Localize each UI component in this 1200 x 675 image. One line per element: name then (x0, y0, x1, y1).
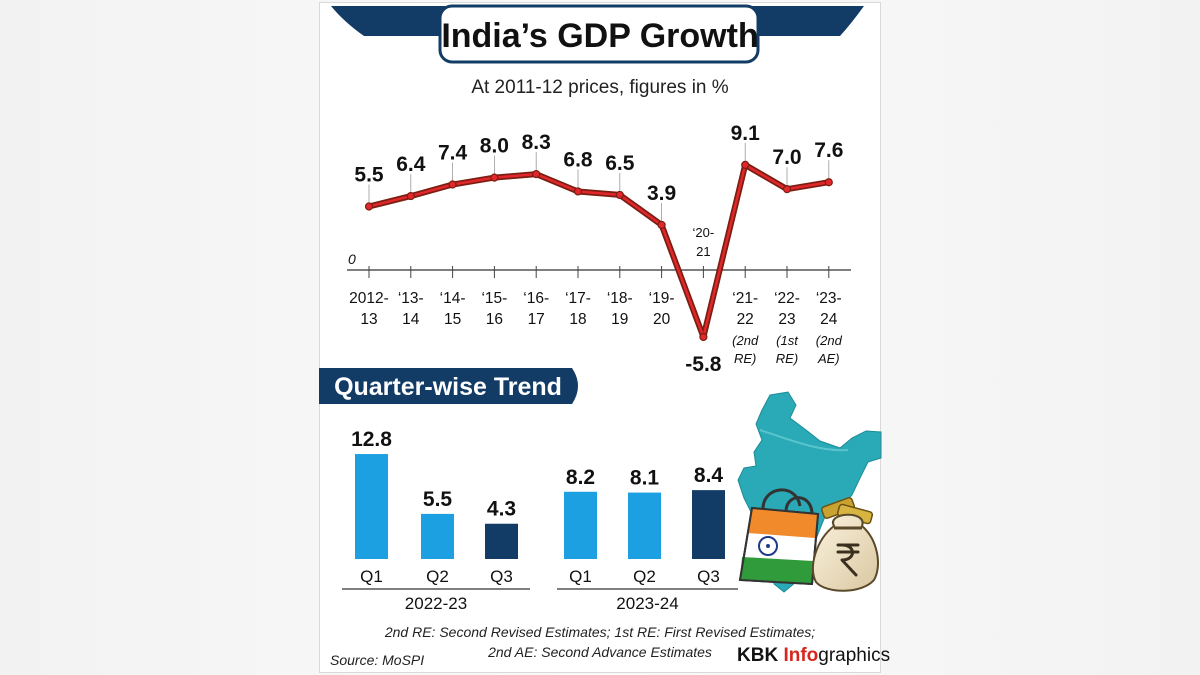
data-label: 8.0 (480, 135, 509, 158)
bar-category-label: Q3 (697, 567, 720, 586)
x-tick-label: ‘20- (693, 225, 715, 240)
bar (692, 490, 725, 559)
x-tick-label: (1st (776, 333, 799, 348)
quarter-banner (319, 368, 578, 404)
brand-logo: KBK Infographics (737, 645, 890, 666)
bar-label: 8.4 (694, 464, 724, 487)
data-point (573, 187, 583, 196)
data-point (615, 190, 624, 200)
bar-category-label: Q1 (360, 567, 383, 586)
bar (355, 454, 388, 559)
data-point (490, 173, 499, 182)
subtitle: At 2011-12 prices, figures in % (471, 77, 728, 98)
quarter-bar-chart: 12.8 Q1 5.5 Q2 4.3 Q3 2022-23 8.2 Q1 8.1 Q2 8.4 Q3 20… (342, 428, 738, 613)
x-tick-label: 23 (778, 311, 795, 328)
bar-label: 12.8 (351, 428, 392, 451)
brand-info: Info (783, 645, 818, 666)
bar-label: 8.2 (566, 466, 595, 489)
x-tick-label: 24 (820, 311, 838, 328)
bar-category-label: Q3 (490, 567, 513, 586)
x-tick-label: 16 (486, 311, 503, 328)
bar-category-label: Q1 (569, 567, 592, 586)
bar-label: 8.1 (630, 467, 660, 490)
source-note: Source: MoSPI (330, 652, 424, 668)
footnote-line-1: 2nd RE: Second Revised Estimates; 1st RE… (384, 624, 815, 640)
data-label: -5.8 (685, 353, 722, 376)
x-tick-label: RE) (734, 351, 756, 366)
x-tick-label: ‘23- (816, 290, 842, 307)
rupee-icon (836, 543, 860, 577)
title-box (438, 4, 760, 64)
x-tick-label: 22 (737, 311, 754, 328)
money-bag-icon (811, 496, 879, 592)
bar (485, 523, 518, 559)
data-label: 6.4 (396, 153, 426, 176)
x-tick-label: RE) (776, 351, 798, 366)
x-tick-label: ‘15- (481, 290, 507, 307)
brand-graphics: graphics (818, 645, 890, 666)
bar (628, 492, 661, 559)
x-tick-label: 2012- (349, 290, 389, 307)
data-label: 8.3 (522, 131, 551, 154)
x-tick-label: ‘18- (607, 290, 633, 307)
x-tick-label: 14 (402, 311, 420, 328)
x-tick-label: AE) (817, 351, 840, 366)
group-label: 2023-24 (616, 594, 678, 613)
x-tick-label: 19 (611, 311, 628, 328)
x-tick-label: ‘13- (398, 290, 424, 307)
data-point (657, 220, 666, 230)
x-tick-label: ‘22- (774, 290, 800, 307)
x-tick-label: 18 (569, 311, 586, 328)
x-tick-label: 21 (696, 244, 710, 259)
card-border (319, 2, 881, 673)
brand-kbk: KBK (737, 645, 783, 666)
bar-label: 5.5 (423, 488, 453, 511)
gdp-line-chart: 0 5.5 6.4 7.4 8.0 8.3 6.8 6.5 3.9 -5.8 9.1 7.0 7.6 20… (347, 122, 851, 376)
x-tick-label: ‘14- (440, 290, 466, 307)
data-point (532, 170, 541, 179)
data-point (364, 202, 374, 211)
data-label: 9.1 (731, 122, 761, 145)
data-point (448, 180, 457, 189)
x-tick-label: (2nd (816, 333, 843, 348)
bar-category-label: Q2 (426, 567, 449, 586)
quarter-title: Quarter-wise Trend (334, 373, 562, 401)
x-tick-label: ‘21- (732, 290, 758, 307)
x-tick-label: (2nd (732, 333, 759, 348)
bar-label: 4.3 (487, 498, 516, 521)
data-label: 7.6 (814, 139, 843, 162)
data-point (699, 332, 708, 342)
data-point (741, 160, 750, 169)
bar-category-label: Q2 (633, 567, 656, 586)
x-tick-label: 20 (653, 311, 671, 328)
footnote-line-2: 2nd AE: Second Advance Estimates (487, 644, 712, 660)
group-label: 2022-23 (405, 594, 467, 613)
page-title: India’s GDP Growth (441, 17, 758, 55)
data-label: 6.5 (605, 152, 635, 175)
data-label: 6.8 (563, 148, 593, 171)
x-tick-label: ‘19- (649, 290, 675, 307)
data-point (782, 185, 792, 194)
x-tick-label: 15 (444, 311, 461, 328)
x-tick-label: ‘16- (523, 290, 549, 307)
data-label: 7.0 (772, 146, 801, 169)
data-label: 5.5 (354, 163, 384, 186)
zero-tick-label: 0 (348, 251, 356, 267)
series-line (367, 163, 831, 339)
x-tick-label: 17 (528, 311, 545, 328)
data-label: 7.4 (438, 142, 468, 165)
data-point (824, 178, 833, 187)
data-point (406, 191, 415, 201)
bar (564, 491, 597, 559)
x-tick-label: 13 (360, 311, 377, 328)
x-tick-label: ‘17- (565, 290, 591, 307)
bar (421, 513, 454, 559)
data-label: 3.9 (647, 182, 676, 205)
shopping-bag-icon (738, 488, 820, 586)
